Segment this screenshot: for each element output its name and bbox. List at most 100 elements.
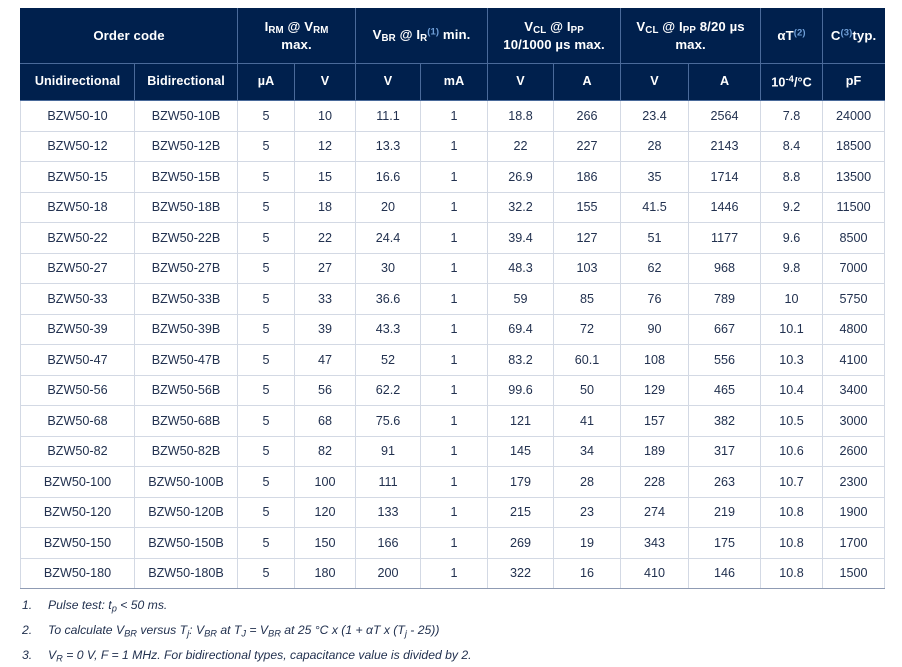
cell-irm-ua: 5 <box>237 435 296 467</box>
cell-alpha-t: 8.8 <box>760 161 824 193</box>
cell-bidirectional: BZW50-150B <box>133 527 239 559</box>
cell-bidirectional: BZW50-180B <box>133 557 239 589</box>
header-order-code: Order code <box>19 8 239 64</box>
cell-unidirectional: BZW50-22 <box>20 222 135 254</box>
cell-irm-ua: 5 <box>237 405 296 437</box>
cell-ipp-8-20-a: 556 <box>688 344 762 376</box>
table-row: BZW50-39 BZW50-39B 5 39 43.3 1 69.4 72 90 667 10.1… <box>20 313 886 345</box>
footnote-2: 2. To calculate VBR versus Tj: VBR at TJ… <box>22 623 884 640</box>
header-capacitance-label: C(3)typ. <box>830 27 877 44</box>
cell-vbr-v: 13.3 <box>355 130 422 162</box>
cell-ir-ma: 1 <box>420 435 489 467</box>
cell-vrm-v: 39 <box>294 313 357 345</box>
cell-ipp-8-20-a: 1714 <box>688 161 762 193</box>
table-row: BZW50-12 BZW50-12B 5 12 13.3 1 22 227 28 2143 8.4 1… <box>20 130 886 162</box>
cell-vbr-v: 16.6 <box>355 161 422 193</box>
cell-vcl-10-1000-v: 69.4 <box>487 313 555 345</box>
cell-alpha-t: 10 <box>760 283 824 315</box>
cell-alpha-t: 10.8 <box>760 527 824 559</box>
cell-ipp-8-20-a: 263 <box>688 466 762 498</box>
cell-ir-ma: 1 <box>420 252 489 284</box>
cell-vrm-v: 33 <box>294 283 357 315</box>
cell-unidirectional: BZW50-12 <box>20 130 135 162</box>
cell-vcl-10-1000-v: 22 <box>487 130 555 162</box>
footnote-marker-2: (2) <box>793 27 806 39</box>
cell-bidirectional: BZW50-27B <box>133 252 239 284</box>
cell-c-pf: 7000 <box>822 252 886 284</box>
cell-vrm-v: 120 <box>294 496 357 528</box>
cell-vcl-8-20-v: 129 <box>620 374 690 406</box>
cell-vrm-v: 22 <box>294 222 357 254</box>
cell-vcl-10-1000-v: 48.3 <box>487 252 555 284</box>
cell-vrm-v: 100 <box>294 466 357 498</box>
cell-vrm-v: 47 <box>294 344 357 376</box>
cell-c-pf: 1900 <box>822 496 886 528</box>
cell-alpha-t: 10.4 <box>760 374 824 406</box>
cell-ipp-8-20-a: 968 <box>688 252 762 284</box>
footnote-marker-3: (3) <box>840 27 853 39</box>
cell-vcl-8-20-v: 90 <box>620 313 690 345</box>
cell-unidirectional: BZW50-120 <box>20 496 135 528</box>
cell-unidirectional: BZW50-10 <box>20 100 135 132</box>
cell-vrm-v: 18 <box>294 191 357 223</box>
header-order-code-label: Order code <box>93 27 165 43</box>
cell-alpha-t: 10.3 <box>760 344 824 376</box>
cell-c-pf: 4800 <box>822 313 886 345</box>
cell-vcl-8-20-v: 76 <box>620 283 690 315</box>
header-vcl-ipp-8-20-label: VCL @ IPP 8/20 µs max. <box>636 18 745 52</box>
cell-ir-ma: 1 <box>420 161 489 193</box>
cell-vcl-8-20-v: 157 <box>620 405 690 437</box>
cell-irm-ua: 5 <box>237 100 296 132</box>
cell-vcl-10-1000-v: 26.9 <box>487 161 555 193</box>
cell-ipp-10-1000-a: 103 <box>553 252 622 284</box>
cell-vbr-v: 36.6 <box>355 283 422 315</box>
cell-unidirectional: BZW50-27 <box>20 252 135 284</box>
cell-vbr-v: 62.2 <box>355 374 422 406</box>
cell-vrm-v: 12 <box>294 130 357 162</box>
cell-ipp-8-20-a: 219 <box>688 496 762 528</box>
cell-irm-ua: 5 <box>237 252 296 284</box>
cell-ipp-10-1000-a: 127 <box>553 222 622 254</box>
footnote-1-text: Pulse test: tp < 50 ms. <box>48 598 168 614</box>
table-row: BZW50-27 BZW50-27B 5 27 30 1 48.3 103 62 968 9.8 70… <box>20 252 886 284</box>
header-unit-vbr-v: V <box>355 63 422 101</box>
cell-vbr-v: 24.4 <box>355 222 422 254</box>
cell-bidirectional: BZW50-18B <box>133 191 239 223</box>
table-row: BZW50-15 BZW50-15B 5 15 16.6 1 26.9 186 35 1714 8.… <box>20 161 886 193</box>
cell-vcl-8-20-v: 189 <box>620 435 690 467</box>
cell-vcl-10-1000-v: 39.4 <box>487 222 555 254</box>
cell-ipp-8-20-a: 2143 <box>688 130 762 162</box>
cell-vbr-v: 52 <box>355 344 422 376</box>
header-vcl-ipp-10-1000: VCL @ IPP 10/1000 µs max. <box>487 8 622 64</box>
cell-vcl-8-20-v: 410 <box>620 557 690 589</box>
cell-ipp-8-20-a: 1177 <box>688 222 762 254</box>
cell-unidirectional: BZW50-56 <box>20 374 135 406</box>
cell-vcl-10-1000-v: 32.2 <box>487 191 555 223</box>
table-row: BZW50-150 BZW50-150B 5 150 166 1 269 19 343 175 10… <box>20 527 886 559</box>
cell-vcl-8-20-v: 343 <box>620 527 690 559</box>
table-row: BZW50-82 BZW50-82B 5 82 91 1 145 34 189 317 10.6 26… <box>20 435 886 467</box>
cell-ir-ma: 1 <box>420 130 489 162</box>
cell-vcl-10-1000-v: 145 <box>487 435 555 467</box>
cell-vcl-8-20-v: 274 <box>620 496 690 528</box>
header-alpha-t-label: αT(2) <box>777 27 806 44</box>
cell-ipp-8-20-a: 1446 <box>688 191 762 223</box>
cell-bidirectional: BZW50-100B <box>133 466 239 498</box>
cell-vcl-10-1000-v: 121 <box>487 405 555 437</box>
cell-vbr-v: 43.3 <box>355 313 422 345</box>
cell-c-pf: 8500 <box>822 222 886 254</box>
cell-unidirectional: BZW50-15 <box>20 161 135 193</box>
table-row: BZW50-120 BZW50-120B 5 120 133 1 215 23 274 219 10… <box>20 496 886 528</box>
cell-ir-ma: 1 <box>420 405 489 437</box>
cell-ipp-10-1000-a: 16 <box>553 557 622 589</box>
cell-irm-ua: 5 <box>237 161 296 193</box>
cell-vcl-8-20-v: 41.5 <box>620 191 690 223</box>
cell-c-pf: 4100 <box>822 344 886 376</box>
cell-bidirectional: BZW50-33B <box>133 283 239 315</box>
cell-c-pf: 18500 <box>822 130 886 162</box>
cell-c-pf: 5750 <box>822 283 886 315</box>
cell-irm-ua: 5 <box>237 374 296 406</box>
header-group-row: Order code IRM @ VRM max. VBR @ IR(1) min… <box>19 8 886 64</box>
cell-ipp-10-1000-a: 72 <box>553 313 622 345</box>
